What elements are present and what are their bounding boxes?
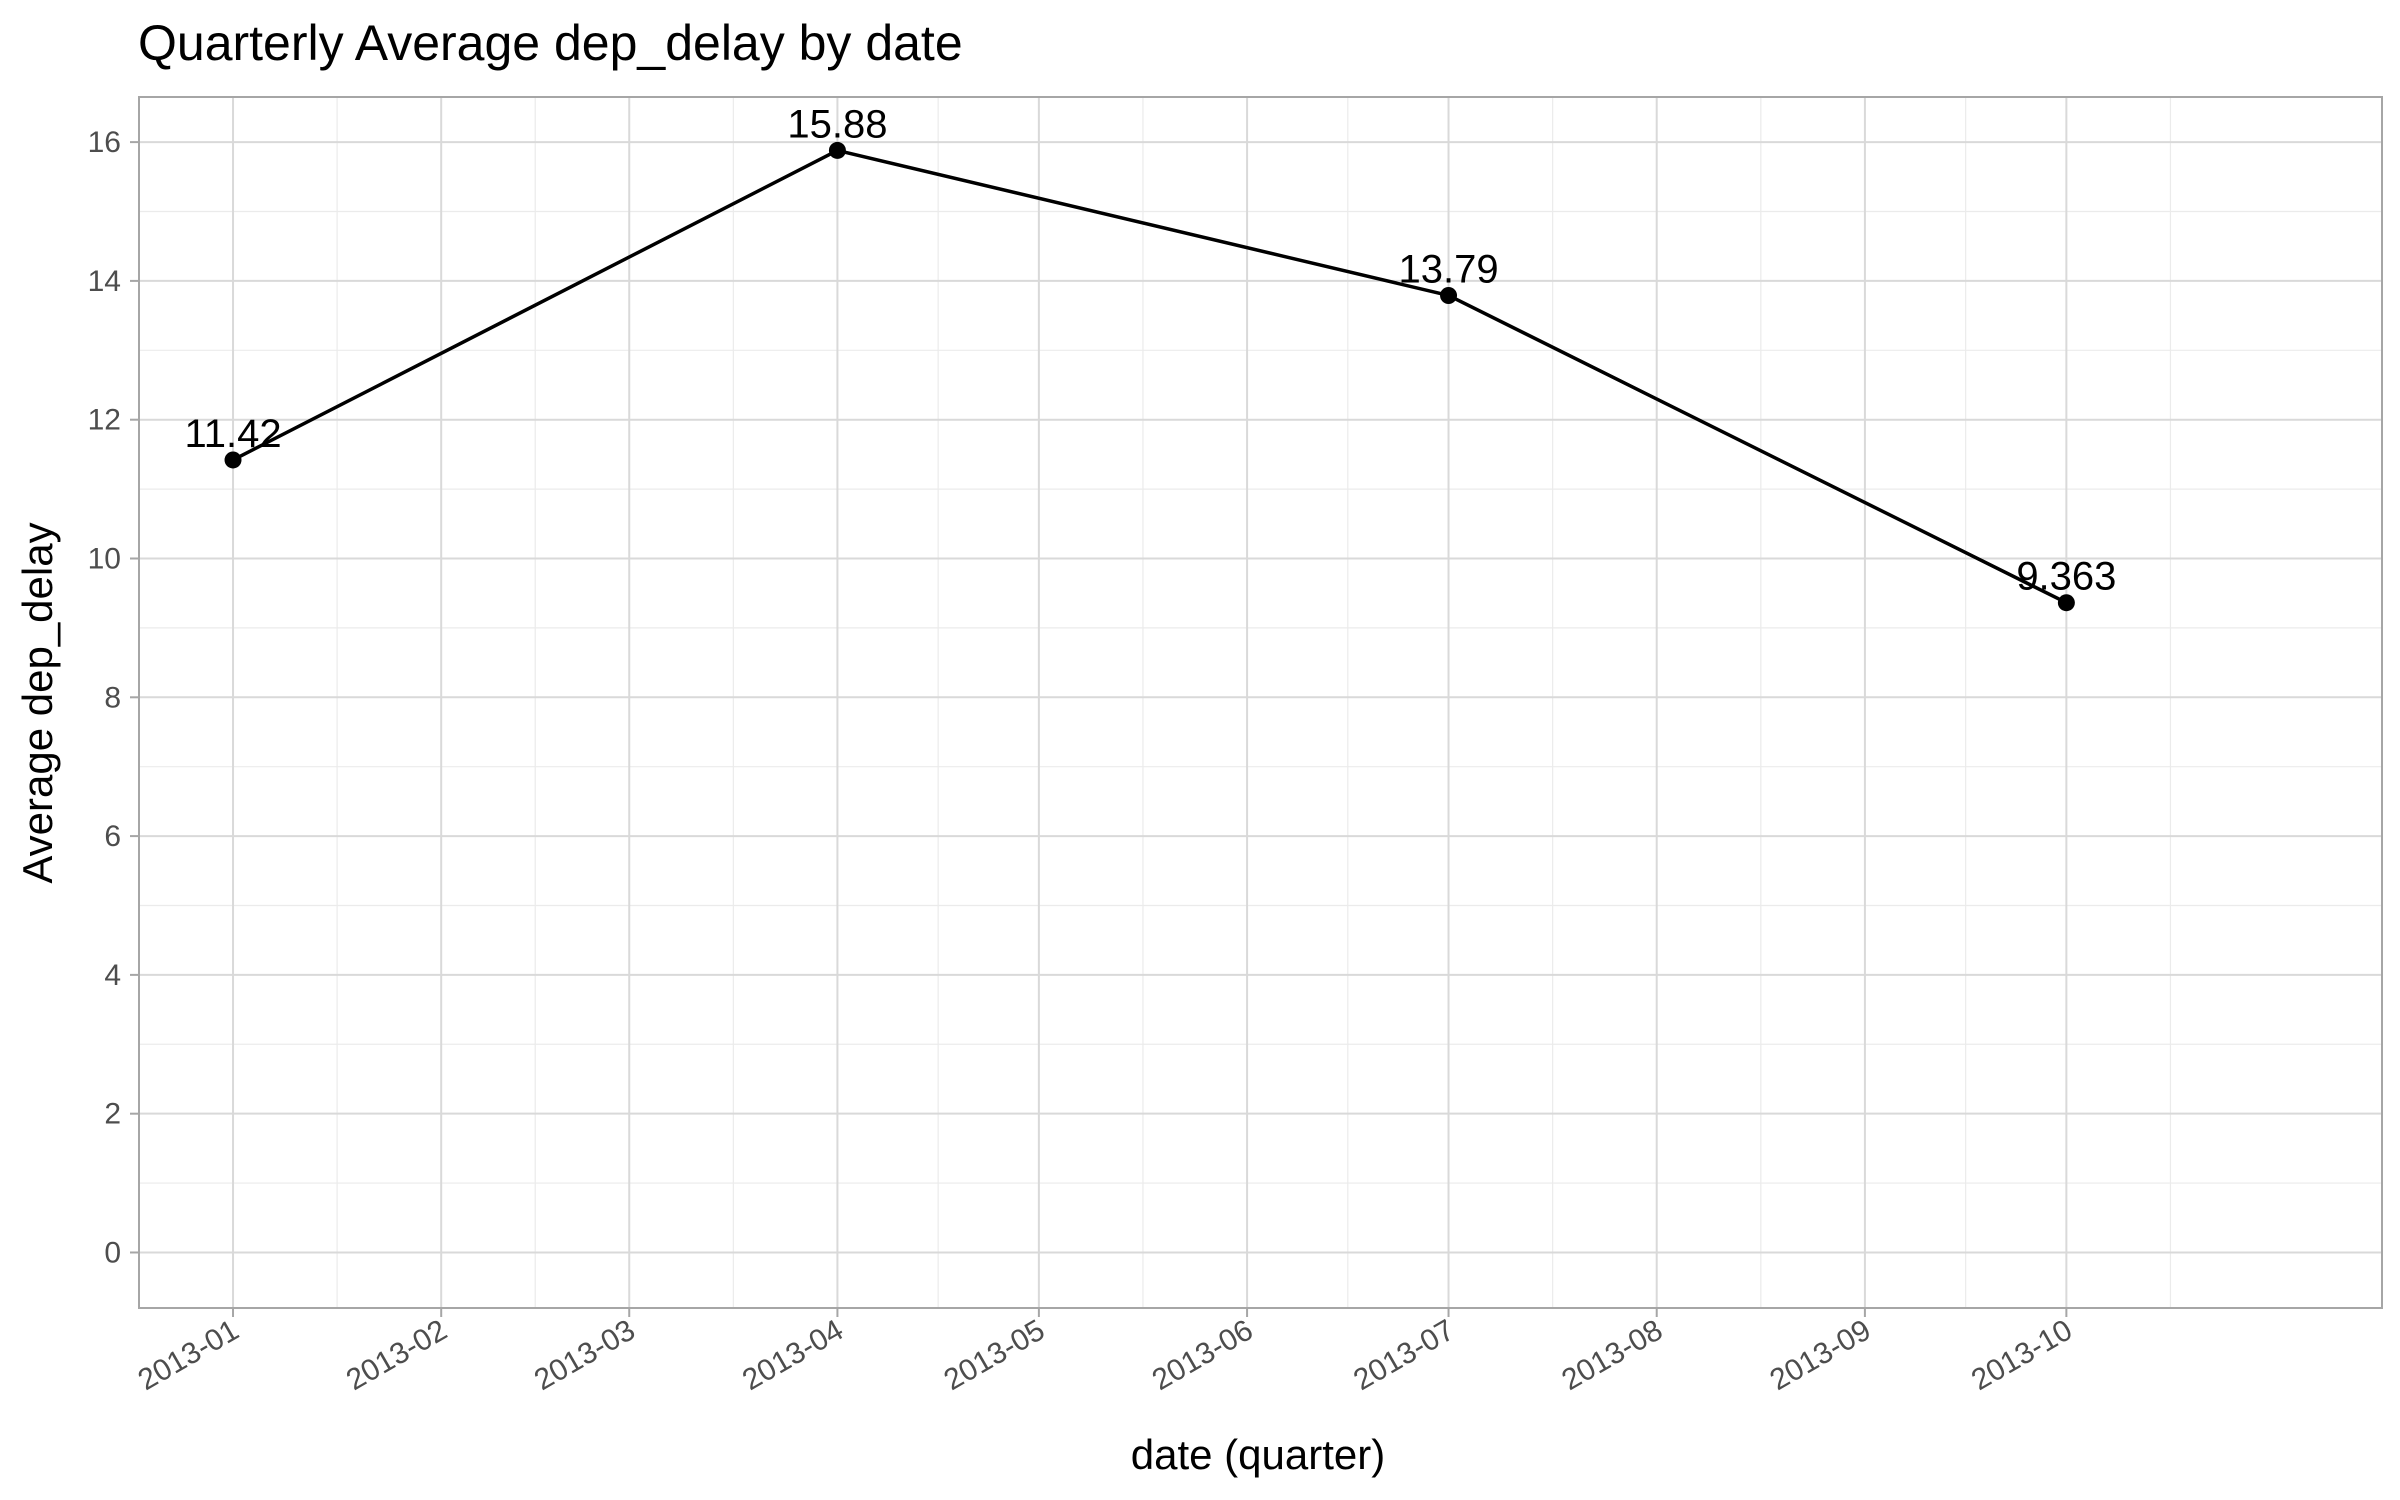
y-tick-label: 16 (88, 126, 121, 159)
data-value-label: 13.79 (1398, 247, 1498, 291)
y-tick-label: 14 (88, 265, 121, 298)
data-value-label: 15.88 (787, 102, 887, 146)
data-point (1440, 286, 1458, 304)
data-value-label: 9.363 (2016, 555, 2116, 599)
data-point (2057, 594, 2075, 612)
y-tick-label: 8 (104, 681, 121, 714)
series-line (232, 148, 2068, 605)
x-axis-title: date (quarter) (1131, 1431, 1385, 1478)
data-point (828, 141, 846, 159)
plot-panel-border (138, 96, 2383, 1309)
data-point (224, 451, 242, 469)
data-labels: 11.42 15.88 13.79 9.363 (184, 102, 2116, 598)
y-tick-label: 6 (104, 820, 121, 853)
y-axis-title: Average dep_delay (14, 522, 61, 883)
y-tick-label: 4 (104, 959, 121, 992)
data-value-label: 11.42 (184, 412, 281, 456)
y-tick-label: 10 (88, 542, 121, 575)
chart-title: Quarterly Average dep_delay by date (138, 15, 963, 71)
grid-lines (139, 97, 2382, 1308)
series-layer (224, 141, 2075, 612)
y-tick-label: 2 (104, 1098, 121, 1131)
y-tick-label: 0 (104, 1236, 121, 1269)
y-tick-label: 12 (88, 404, 121, 437)
